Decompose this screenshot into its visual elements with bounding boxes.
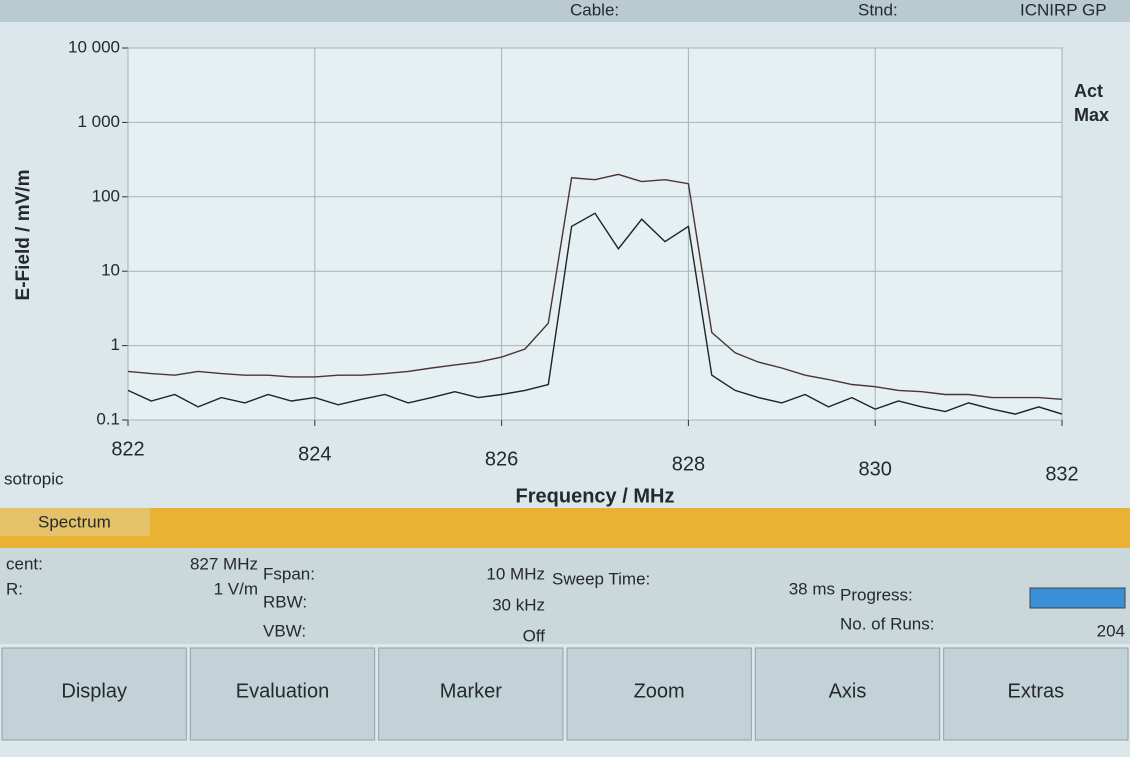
param-label: R: <box>6 579 23 598</box>
x-axis-title: Frequency / MHz <box>516 485 675 507</box>
plot-area <box>127 47 1063 421</box>
y-tick-label: 1 000 <box>77 112 120 131</box>
button-face[interactable] <box>566 647 752 741</box>
button-row: Display Evaluation Marker Zoom Axis Extras <box>1 647 1129 741</box>
y-tick-label: 10 <box>101 261 120 280</box>
button-label[interactable]: Zoom <box>634 680 685 702</box>
param-value: 1 V/m <box>214 579 258 598</box>
param-label: Sweep Time: <box>552 569 650 588</box>
param-label: cent: <box>6 554 43 573</box>
cable-label: Cable: <box>570 0 619 19</box>
button-label[interactable]: Axis <box>829 680 867 702</box>
trace <box>127 212 1063 415</box>
legend-entry: Act <box>1074 81 1103 101</box>
mode-label: sotropic <box>4 469 64 488</box>
menu-button[interactable]: Axis <box>754 647 941 741</box>
x-tick-label: 832 <box>1045 463 1078 485</box>
header-bar <box>0 0 1130 22</box>
button-face[interactable] <box>943 647 1129 741</box>
menu-button[interactable]: Marker <box>378 647 564 741</box>
mode-bar <box>0 508 1130 548</box>
button-label[interactable]: Extras <box>1007 680 1064 702</box>
x-tick-label: 826 <box>485 448 518 470</box>
param-value: 827 MHz <box>190 554 258 573</box>
param-label: VBW: <box>263 621 306 640</box>
standard-label: Stnd: <box>858 0 898 19</box>
param-label: Fspan: <box>263 564 315 583</box>
menu-button[interactable]: Zoom <box>566 647 752 741</box>
param-value: Off <box>523 626 546 645</box>
x-tick-label: 828 <box>672 453 705 475</box>
x-tick-label: 822 <box>111 438 144 460</box>
button-label[interactable]: Marker <box>440 680 503 702</box>
param-label: No. of Runs: <box>840 614 935 633</box>
button-label[interactable]: Evaluation <box>236 680 329 702</box>
button-face[interactable] <box>189 647 376 741</box>
param-label: Progress: <box>840 585 913 604</box>
x-tick-label: 824 <box>298 443 331 465</box>
legend-entry: Max <box>1074 105 1109 125</box>
mode-tab <box>0 508 150 536</box>
button-face[interactable] <box>754 647 941 741</box>
param-value: 10 MHz <box>486 564 545 583</box>
param-value: 38 ms <box>789 579 835 598</box>
x-tick-label: 830 <box>859 458 892 480</box>
y-tick-label: 100 <box>92 186 120 205</box>
button-face[interactable] <box>378 647 564 741</box>
param-value: 204 <box>1097 621 1125 640</box>
trace <box>127 173 1063 400</box>
plot: 0.1 1 10 100 1 000 10 000 822 824 826 828 830 832 Fr… <box>13 37 1109 507</box>
mode-title: Spectrum <box>38 512 111 531</box>
param-label: RBW: <box>263 592 307 611</box>
info-panel <box>0 548 1130 644</box>
menu-button[interactable]: Display <box>1 647 187 741</box>
menu-button[interactable]: Evaluation <box>189 647 376 741</box>
standard: ICNIRP GP <box>1020 0 1107 19</box>
param-value: 30 kHz <box>492 595 545 614</box>
y-tick-label: 10 000 <box>68 37 120 56</box>
menu-button[interactable]: Extras <box>943 647 1129 741</box>
y-tick-label: 1 <box>111 335 120 354</box>
button-face[interactable] <box>1 647 187 741</box>
y-axis-title: E-Field / mV/m <box>13 170 34 301</box>
button-label[interactable]: Display <box>61 680 127 702</box>
y-tick-label: 0.1 <box>96 409 120 428</box>
progress-bar <box>1029 587 1126 609</box>
